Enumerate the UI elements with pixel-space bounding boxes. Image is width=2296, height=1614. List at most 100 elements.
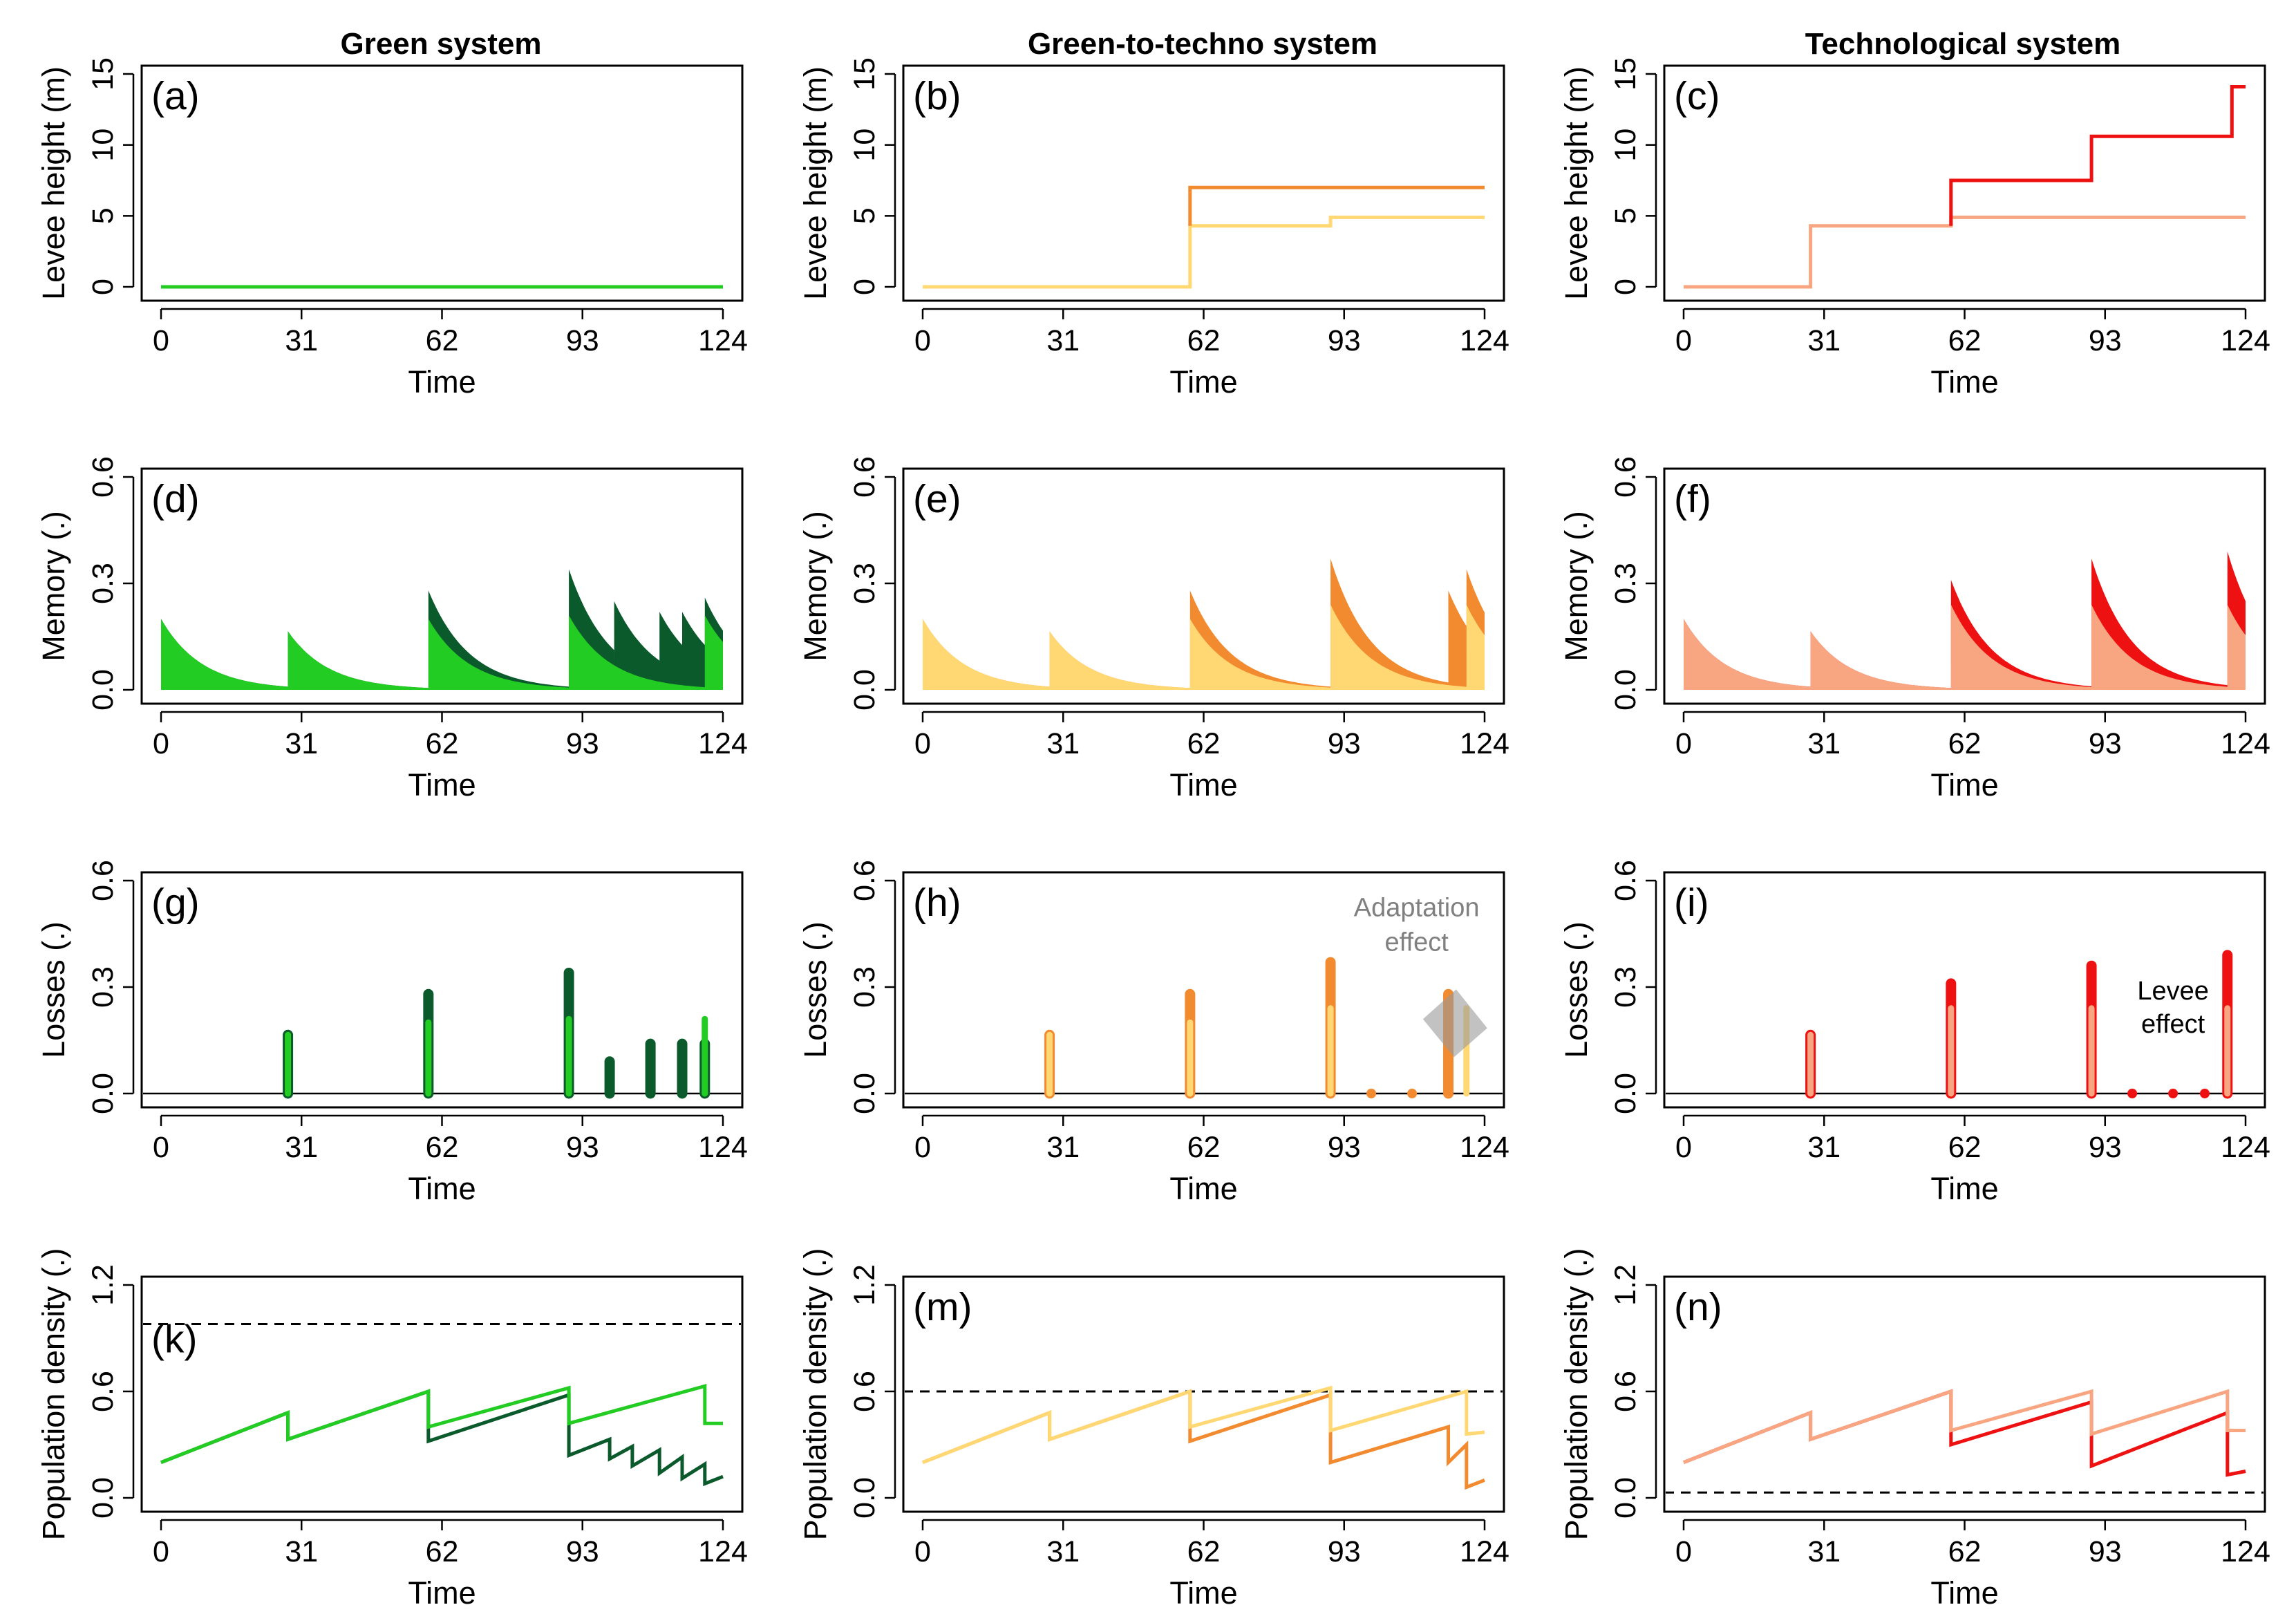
y-tick-label: 0.3 (1609, 563, 1642, 604)
y-tick-label: 0.0 (86, 669, 120, 711)
plot-frame (902, 1275, 1505, 1513)
panel-label: (i) (1674, 881, 1709, 925)
loss-point (2199, 1089, 2210, 1098)
column-title-green-to-techno: Green-to-techno system (1028, 27, 1377, 61)
plot-frame (1663, 871, 2266, 1109)
y-tick-label: 0.6 (848, 1371, 881, 1412)
panel-label: (f) (1674, 477, 1711, 521)
y-tick-label: 1.2 (1609, 1264, 1642, 1306)
y-tick-label: 0.6 (86, 456, 120, 498)
x-tick-label: 31 (285, 1535, 318, 1568)
x-axis-label: Time (1930, 1575, 1998, 1611)
y-tick-label: 0.3 (848, 966, 881, 1008)
x-tick-label: 93 (1328, 1535, 1361, 1568)
series-line (1188, 185, 1485, 226)
x-tick-label: 93 (566, 727, 599, 760)
plot-frame (1663, 1275, 2266, 1513)
series-line (922, 1385, 1485, 1465)
plot-frame (902, 64, 1505, 302)
series-line (1683, 1389, 2246, 1477)
x-tick-label: 93 (1328, 727, 1361, 760)
panel-label: (d) (151, 477, 200, 521)
y-axis-label: Levee height (m) (1559, 66, 1594, 300)
panel-label: (b) (913, 74, 961, 118)
y-axis-label: Losses (.) (1559, 921, 1594, 1058)
x-axis-label: Time (1169, 1575, 1237, 1611)
annotation-levee: Levee (2137, 977, 2209, 1006)
x-tick-label: 93 (566, 1535, 599, 1568)
plot-area (905, 1385, 1503, 1490)
y-axis-label: Population density (.) (1559, 1248, 1594, 1541)
x-tick-label: 0 (153, 727, 169, 760)
y-tick-label: 0 (1609, 279, 1642, 295)
x-tick-label: 0 (914, 1535, 931, 1568)
y-tick-label: 0.0 (86, 1477, 120, 1519)
adaptation-effect-shape (1422, 989, 1487, 1058)
panel-label: (e) (913, 477, 961, 521)
y-tick-label: 0.0 (1609, 1477, 1642, 1519)
y-axis-label: Losses (.) (36, 921, 71, 1058)
plot-frame (140, 871, 744, 1109)
y-tick-label: 15 (1609, 57, 1642, 91)
y-tick-label: 0.0 (86, 1073, 120, 1114)
y-tick-label: 0.6 (86, 1371, 120, 1412)
y-tick-label: 0.3 (1609, 966, 1642, 1008)
x-axis-label: Time (1930, 767, 1998, 803)
x-tick-label: 124 (2221, 727, 2270, 760)
y-tick-label: 0.0 (1609, 669, 1642, 711)
x-axis-label: Time (1930, 364, 1998, 400)
panel-label: (h) (913, 881, 961, 925)
y-tick-label: 0.6 (1609, 456, 1642, 498)
panel-f: 0 31 62 93 124 Time 0.0 0.3 0.6 Memory (.) (f) (1559, 456, 2270, 803)
x-tick-label: 93 (566, 1131, 599, 1164)
x-tick-label: 31 (1046, 1535, 1080, 1568)
y-tick-label: 1.2 (848, 1264, 881, 1306)
annotation-levee: effect (2141, 1010, 2205, 1039)
column-title-green: Green system (340, 27, 541, 61)
memory-area (1684, 604, 2246, 690)
x-axis-label: Time (408, 767, 476, 803)
plot-area (923, 185, 1485, 289)
annotation-adaptation: Adaptation (1354, 893, 1480, 922)
y-tick-label: 10 (86, 129, 120, 162)
y-tick-label: 0.6 (1609, 1371, 1642, 1412)
panel-m: 0 31 62 93 124 Time 0.0 0.6 1.2 Population densit… (798, 1248, 1509, 1611)
y-tick-label: 5 (86, 207, 120, 224)
x-axis-label: Time (1930, 1171, 1998, 1206)
x-tick-label: 0 (1675, 1535, 1692, 1568)
panel-k: 0 31 62 93 124 Time 0.0 0.6 1.2 Population densit… (36, 1248, 748, 1611)
plot-area (143, 967, 741, 1099)
series-line (160, 1384, 723, 1465)
y-tick-label: 10 (848, 129, 881, 162)
y-tick-label: 15 (848, 57, 881, 91)
x-tick-label: 31 (1807, 1131, 1841, 1164)
plot-frame (902, 467, 1505, 705)
panel-g: 0 31 62 93 124 Time 0.0 0.3 0.6 Losses (.) (g) (36, 860, 748, 1206)
x-tick-label: 124 (698, 324, 748, 357)
x-tick-label: 31 (285, 727, 318, 760)
x-tick-label: 0 (1675, 1131, 1692, 1164)
plot-area (1684, 85, 2246, 289)
x-axis-label: Time (1169, 364, 1237, 400)
plot-frame (1663, 64, 2266, 302)
y-axis-label: Memory (.) (798, 511, 833, 661)
x-tick-label: 62 (426, 727, 459, 760)
panel-label: (m) (913, 1285, 972, 1329)
x-tick-label: 124 (2221, 1535, 2270, 1568)
x-tick-label: 62 (1948, 324, 1982, 357)
plot-area (1666, 1389, 2264, 1494)
x-axis-label: Time (408, 364, 476, 400)
y-axis-label: Population density (.) (36, 1248, 71, 1541)
plot-frame (140, 1275, 744, 1513)
x-tick-label: 93 (2089, 1131, 2122, 1164)
x-tick-label: 0 (914, 1131, 931, 1164)
panel-label: (c) (1674, 74, 1720, 118)
x-tick-label: 0 (914, 324, 931, 357)
plot-area (143, 1322, 741, 1487)
panel-d: 0 31 62 93 124 Time 0.0 0.3 0.6 Memory (.) (d) (36, 456, 748, 803)
x-tick-label: 62 (1948, 1535, 1982, 1568)
x-tick-label: 62 (1187, 1131, 1221, 1164)
y-tick-label: 0.6 (1609, 860, 1642, 901)
